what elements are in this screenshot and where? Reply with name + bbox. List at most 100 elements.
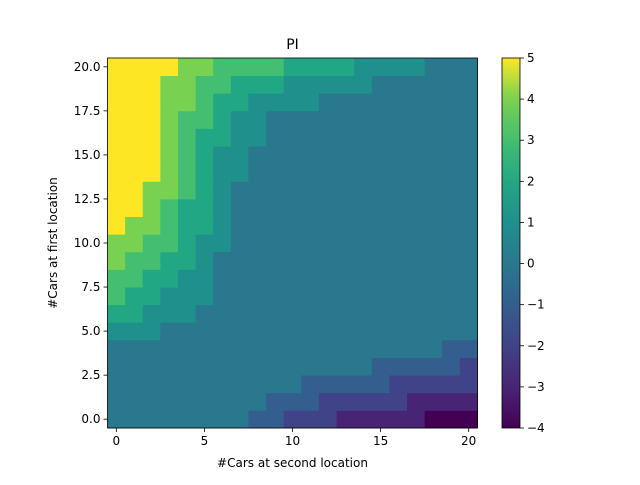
colorbar xyxy=(501,57,521,429)
heatmap-cell xyxy=(213,146,232,165)
heatmap-cell xyxy=(177,234,196,253)
heatmap-cell xyxy=(213,322,232,341)
heatmap-cell xyxy=(301,410,320,429)
heatmap-cell xyxy=(248,93,267,112)
heatmap-cell xyxy=(354,216,373,235)
heatmap-cell xyxy=(354,410,373,429)
colorbar-tick-label: 2 xyxy=(527,174,535,188)
heatmap-cell xyxy=(371,251,390,270)
heatmap-cell xyxy=(283,128,302,147)
heatmap-cell xyxy=(266,357,285,376)
heatmap-cell xyxy=(142,216,161,235)
heatmap-cells xyxy=(107,58,478,429)
heatmap-cell xyxy=(442,58,461,77)
heatmap-cell xyxy=(125,269,144,288)
colorbar-ticks: −4 −3 −2 −1 0 1 2 3 4 5 xyxy=(520,51,545,435)
heatmap-cell xyxy=(160,251,179,270)
heatmap-cell xyxy=(213,269,232,288)
heatmap-cell xyxy=(442,251,461,270)
heatmap-cell xyxy=(213,375,232,394)
heatmap-cell xyxy=(160,357,179,376)
heatmap-cell xyxy=(195,251,214,270)
heatmap-cell xyxy=(230,339,249,358)
heatmap-cell xyxy=(301,287,320,306)
heatmap-cell xyxy=(160,410,179,429)
heatmap-cell xyxy=(283,375,302,394)
heatmap-cell xyxy=(371,410,390,429)
heatmap-cell xyxy=(442,93,461,112)
colorbar-tick-label: −4 xyxy=(527,421,545,435)
heatmap-cell xyxy=(160,198,179,217)
heatmap-cell xyxy=(125,163,144,182)
heatmap-cell xyxy=(177,357,196,376)
heatmap-cell xyxy=(160,269,179,288)
heatmap-cell xyxy=(371,75,390,94)
heatmap-cell xyxy=(424,251,443,270)
heatmap-cell xyxy=(354,322,373,341)
heatmap-cell xyxy=(248,322,267,341)
heatmap-cell xyxy=(160,322,179,341)
heatmap-cell xyxy=(266,110,285,129)
heatmap-cell xyxy=(195,181,214,200)
heatmap-cell xyxy=(318,163,337,182)
heatmap-cell xyxy=(424,216,443,235)
heatmap-cell xyxy=(301,181,320,200)
heatmap-cell xyxy=(389,198,408,217)
heatmap-cell xyxy=(283,216,302,235)
heatmap-cell xyxy=(354,269,373,288)
heatmap-cell xyxy=(266,75,285,94)
heatmap-cell xyxy=(301,93,320,112)
heatmap-cell xyxy=(459,75,478,94)
heatmap-cell xyxy=(142,251,161,270)
heatmap-cell xyxy=(160,93,179,112)
heatmap-cell xyxy=(142,110,161,129)
y-tick-label: 0.0 xyxy=(81,412,100,426)
heatmap-cell xyxy=(107,216,126,235)
heatmap-cell xyxy=(407,163,426,182)
heatmap-cell xyxy=(354,234,373,253)
heatmap-cell xyxy=(160,392,179,411)
heatmap-cell xyxy=(142,304,161,323)
heatmap-cell xyxy=(160,287,179,306)
heatmap-cell xyxy=(354,339,373,358)
heatmap-cell xyxy=(371,198,390,217)
colorbar-tick-label: −3 xyxy=(527,380,545,394)
heatmap-cell xyxy=(424,110,443,129)
heatmap-cell xyxy=(389,322,408,341)
heatmap-cell xyxy=(389,234,408,253)
heatmap-cell xyxy=(195,269,214,288)
heatmap-cell xyxy=(424,322,443,341)
heatmap-cell xyxy=(213,251,232,270)
heatmap-cell xyxy=(213,58,232,77)
heatmap-cell xyxy=(389,58,408,77)
heatmap-cell xyxy=(248,375,267,394)
heatmap-cell xyxy=(442,339,461,358)
heatmap-cell xyxy=(283,181,302,200)
heatmap-cell xyxy=(248,287,267,306)
heatmap-cell xyxy=(230,234,249,253)
heatmap-cell xyxy=(213,93,232,112)
heatmap-cell xyxy=(371,93,390,112)
heatmap-cell xyxy=(177,198,196,217)
heatmap-cell xyxy=(266,93,285,112)
heatmap-cell xyxy=(283,322,302,341)
heatmap-cell xyxy=(266,216,285,235)
heatmap-cell xyxy=(230,269,249,288)
heatmap-cell xyxy=(230,146,249,165)
heatmap-cell xyxy=(318,128,337,147)
heatmap-cell xyxy=(371,163,390,182)
x-tick-label: 0 xyxy=(112,434,120,448)
heatmap-cell xyxy=(142,392,161,411)
heatmap-cell xyxy=(283,163,302,182)
heatmap-cell xyxy=(107,410,126,429)
heatmap-cell xyxy=(442,163,461,182)
heatmap-cell xyxy=(459,128,478,147)
heatmap-cell xyxy=(266,181,285,200)
heatmap-cell xyxy=(107,110,126,129)
heatmap-cell xyxy=(336,93,355,112)
heatmap-cell xyxy=(336,110,355,129)
heatmap-cell xyxy=(266,251,285,270)
heatmap-cell xyxy=(301,216,320,235)
heatmap-cell xyxy=(107,58,126,77)
heatmap-cell xyxy=(213,410,232,429)
